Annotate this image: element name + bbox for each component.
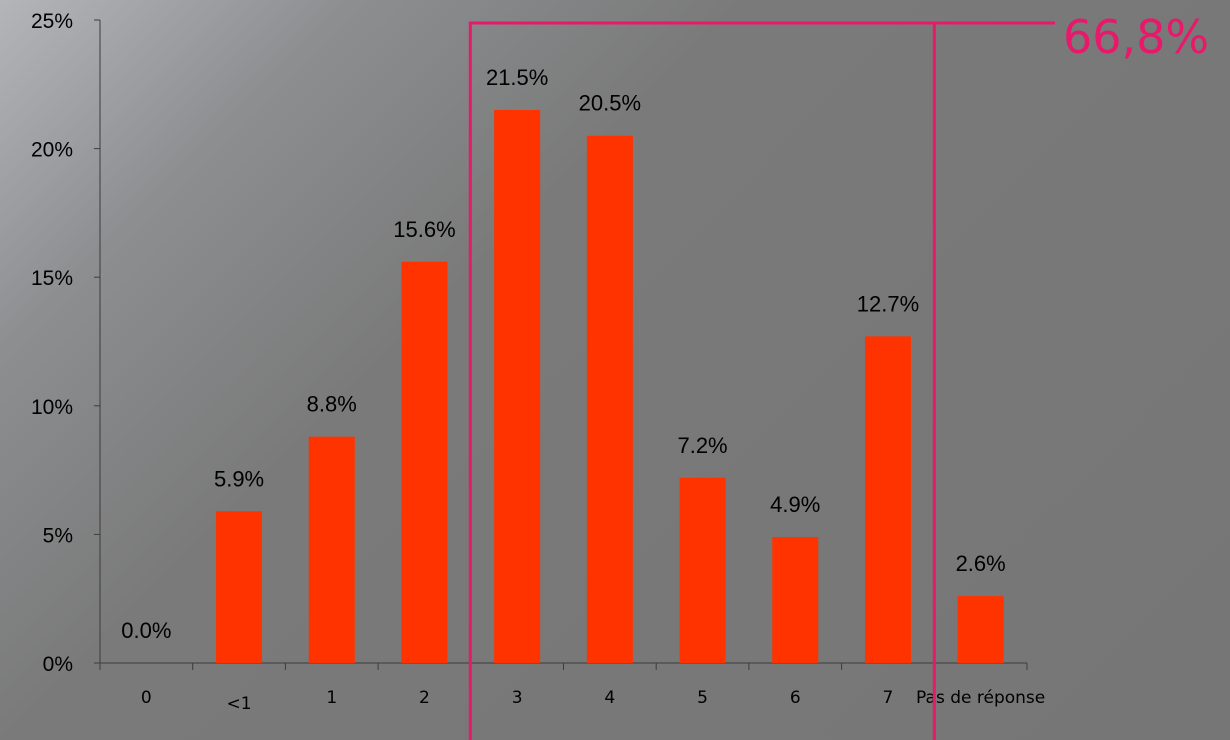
data-label: 12.7% xyxy=(857,291,919,316)
data-label: 21.5% xyxy=(486,65,548,90)
data-label: 8.8% xyxy=(307,392,357,417)
data-label: 2.6% xyxy=(956,551,1006,576)
x-category-label: 3 xyxy=(512,688,523,708)
bar-4 xyxy=(586,135,633,664)
x-category-label: 6 xyxy=(790,688,801,708)
x-category-label: 0 xyxy=(141,688,152,708)
y-tick-label: 0% xyxy=(43,653,73,676)
x-category-label: 1 xyxy=(326,688,337,708)
x-category-label: Pas de réponse xyxy=(916,688,1045,708)
bar-6 xyxy=(772,536,819,663)
bar-2 xyxy=(401,261,448,663)
y-tick-label: 15% xyxy=(31,267,73,290)
bar-5 xyxy=(679,477,726,663)
x-category-label: 5 xyxy=(697,688,708,708)
x-category-label: 2 xyxy=(419,688,430,708)
y-tick-label: 20% xyxy=(31,139,73,162)
x-category-label: <1 xyxy=(227,694,252,714)
bar-1 xyxy=(308,436,355,663)
y-tick-label: 5% xyxy=(43,524,73,547)
bar-Pas de réponse xyxy=(957,596,1004,663)
y-tick-label: 10% xyxy=(31,396,73,419)
data-label: 20.5% xyxy=(579,91,641,116)
x-category-label: 4 xyxy=(604,688,615,708)
bar-<1 xyxy=(216,511,263,663)
data-label: 5.9% xyxy=(214,466,264,491)
data-label: 7.2% xyxy=(677,433,727,458)
data-label: 4.9% xyxy=(770,492,820,517)
bar-3 xyxy=(494,110,541,663)
bar-7 xyxy=(864,336,911,663)
highlight-bracket xyxy=(468,21,936,740)
x-category-label: 7 xyxy=(883,688,894,708)
data-label: 15.6% xyxy=(393,217,455,242)
highlight-total-label: 66,8% xyxy=(1063,10,1209,64)
y-tick-label: 25% xyxy=(31,10,73,33)
data-label: 0.0% xyxy=(121,618,171,643)
